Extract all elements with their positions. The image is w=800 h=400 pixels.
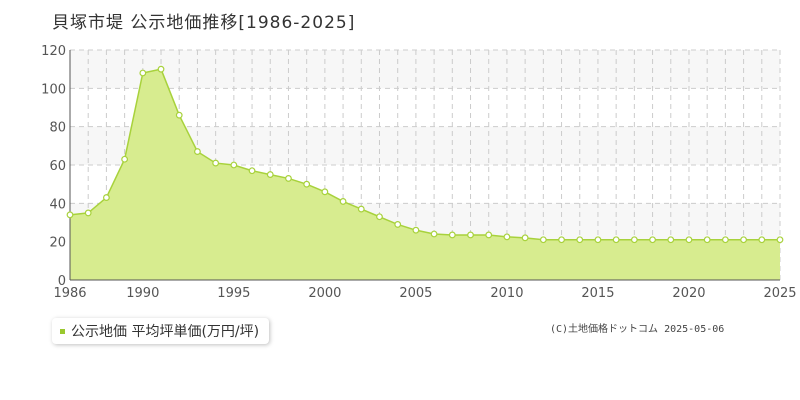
data-point (521, 234, 529, 242)
data-point (212, 159, 220, 167)
data-point (630, 236, 638, 244)
data-point (776, 236, 784, 244)
data-point (66, 211, 74, 219)
y-tick-label: 80 (49, 121, 66, 136)
x-tick-label: 2005 (399, 286, 432, 301)
data-point (139, 69, 147, 77)
y-tick-label: 100 (41, 82, 66, 97)
x-tick-label: 2010 (490, 286, 523, 301)
y-tick-label: 60 (49, 159, 66, 174)
data-point (485, 231, 493, 239)
data-point (649, 236, 656, 244)
y-tick-label: 120 (41, 44, 66, 59)
data-point (321, 188, 329, 196)
series-line (69, 68, 780, 241)
data-point (266, 171, 274, 178)
legend: 公示地価 平均坪単価(万円/坪) (52, 318, 270, 344)
data-point (175, 111, 183, 119)
x-tick-label: 2000 (308, 286, 341, 301)
data-point (594, 236, 602, 244)
data-point (157, 65, 165, 73)
legend-label: 公示地価 平均坪単価(万円/坪) (71, 324, 260, 340)
x-tick-label: 1990 (126, 286, 159, 301)
data-point (339, 198, 347, 205)
data-point (285, 175, 292, 182)
data-point (721, 236, 729, 244)
data-point (612, 236, 620, 244)
data-point (412, 226, 420, 234)
x-tick-label: 2020 (672, 286, 705, 301)
data-point (667, 236, 675, 244)
x-tick-label: 2025 (763, 286, 796, 301)
data-point (740, 236, 747, 244)
y-tick-label: 20 (49, 236, 66, 251)
data-point (357, 205, 365, 213)
legend-swatch (60, 328, 65, 334)
data-point (194, 148, 201, 155)
data-point (376, 213, 383, 221)
x-tick-label: 2015 (581, 286, 614, 301)
data-point (703, 236, 711, 244)
data-point (503, 233, 511, 241)
data-point (248, 167, 256, 175)
data-point (84, 209, 92, 217)
y-tick-label: 40 (49, 197, 66, 212)
grid-band (70, 50, 780, 89)
data-point (685, 236, 693, 244)
data-point (467, 231, 474, 239)
data-point (576, 236, 584, 244)
data-point (448, 231, 456, 239)
data-point (394, 221, 402, 228)
x-tick-label: 1995 (217, 286, 250, 301)
chart-title: 貝塚市堤 公示地価推移[1986-2025] (52, 13, 356, 33)
credit-text: (C)土地価格ドットコム 2025-05-06 (550, 324, 725, 335)
data-point (558, 236, 565, 244)
data-point (539, 236, 547, 244)
x-tick-label: 1986 (53, 286, 86, 301)
data-point (303, 180, 311, 188)
area-fill (70, 69, 780, 281)
data-point (758, 236, 766, 244)
data-point (121, 155, 129, 163)
y-tick-label: 0 (58, 274, 66, 289)
data-point (430, 230, 438, 238)
data-point (230, 161, 238, 169)
data-point (103, 194, 110, 201)
